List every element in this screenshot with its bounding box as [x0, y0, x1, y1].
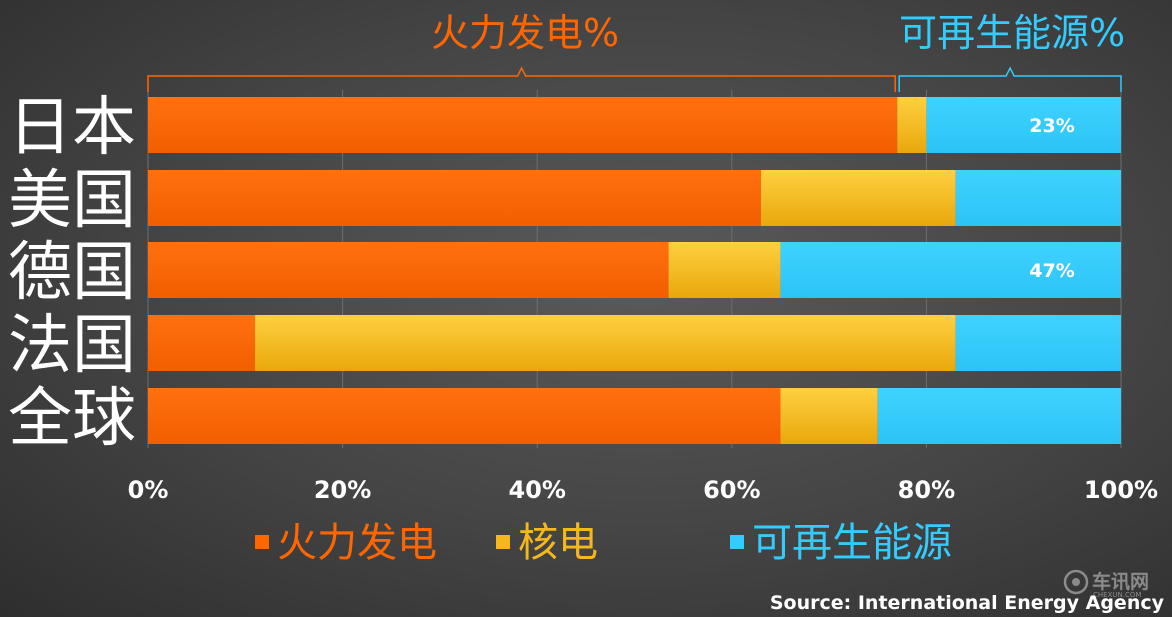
x-tick-label: 40%	[508, 476, 565, 504]
bar-nuclear	[668, 242, 781, 298]
bar-thermal	[148, 242, 669, 298]
legend-label: 可再生能源	[752, 520, 952, 566]
watermark-en: CHEXUN.COM	[1093, 591, 1141, 599]
annotation-label: 火力发电%	[431, 11, 619, 55]
legend-swatch	[496, 535, 510, 549]
annotation-label: 可再生能源%	[899, 11, 1125, 55]
watermark-icon	[1063, 569, 1089, 595]
watermark-icon-dot	[1072, 578, 1080, 586]
legend-label: 核电	[518, 520, 598, 566]
annotation-brace	[898, 66, 1122, 92]
bar-renewable	[955, 170, 1121, 226]
source-text: Source: International Energy Agency	[770, 592, 1165, 614]
bar-thermal	[148, 97, 898, 153]
x-tick-label: 80%	[898, 476, 955, 504]
x-tick-label: 100%	[1084, 476, 1158, 504]
bar-thermal	[148, 315, 256, 371]
category-label: 法国	[8, 309, 136, 383]
bar-renewable	[926, 97, 1121, 153]
category-label: 德国	[8, 236, 136, 310]
bar-nuclear	[760, 170, 956, 226]
bars	[148, 97, 1121, 444]
legend-swatch	[255, 535, 269, 549]
category-label: 美国	[8, 164, 136, 238]
category-label: 全球	[8, 382, 136, 456]
watermark-cn: 车讯网	[1092, 570, 1149, 593]
bar-nuclear	[780, 388, 878, 444]
bar-thermal	[148, 170, 761, 226]
x-tick-label: 20%	[314, 476, 371, 504]
data-label: 23%	[1029, 115, 1074, 137]
x-tick-label: 0%	[128, 476, 169, 504]
bar-renewable	[955, 315, 1121, 371]
x-tick-label: 60%	[703, 476, 760, 504]
legend-swatch	[730, 535, 744, 549]
legend-label: 火力发电	[277, 520, 437, 566]
data-label: 47%	[1029, 260, 1074, 282]
annotation-brace	[147, 66, 896, 92]
bar-nuclear	[897, 97, 927, 153]
legend: 火力发电 核电 可再生能源	[255, 520, 952, 566]
bar-nuclear	[255, 315, 956, 371]
bar-renewable	[780, 242, 1121, 298]
category-label: 日本	[8, 91, 136, 165]
bar-renewable	[877, 388, 1121, 444]
bar-thermal	[148, 388, 781, 444]
annotations: 火力发电% 可再生能源%	[147, 11, 1125, 92]
